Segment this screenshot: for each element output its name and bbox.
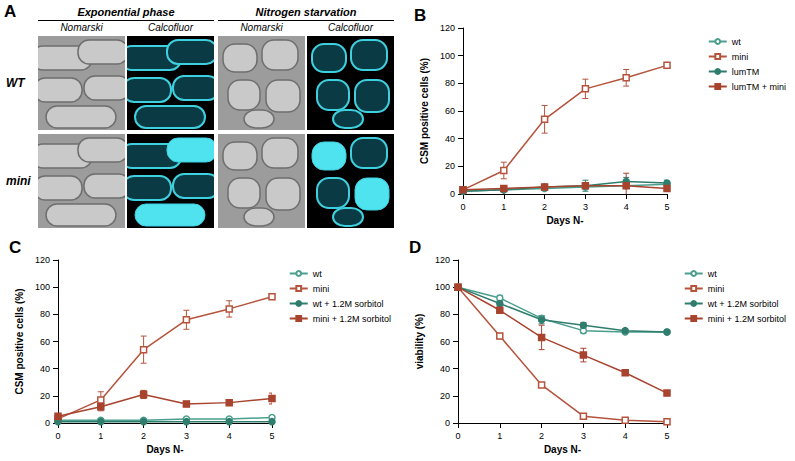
svg-text:C: C <box>9 238 21 257</box>
svg-text:3: 3 <box>581 431 586 441</box>
svg-text:4: 4 <box>623 431 628 441</box>
svg-text:Days N-: Days N- <box>546 215 583 226</box>
svg-text:mini: mini <box>313 284 330 294</box>
svg-text:0: 0 <box>450 189 455 199</box>
svg-text:20: 20 <box>40 391 50 401</box>
svg-text:60: 60 <box>445 106 455 116</box>
svg-text:4: 4 <box>624 202 629 212</box>
svg-text:5: 5 <box>269 431 274 441</box>
svg-text:20: 20 <box>445 161 455 171</box>
svg-text:40: 40 <box>445 134 455 144</box>
svg-text:0: 0 <box>55 431 60 441</box>
svg-text:D: D <box>409 238 421 257</box>
svg-text:wt: wt <box>731 37 741 47</box>
svg-text:CSM positive cells (%): CSM positive cells (%) <box>14 288 25 394</box>
svg-text:B: B <box>414 6 426 25</box>
svg-text:mini + 1.2M sorbitol: mini + 1.2M sorbitol <box>313 314 391 324</box>
svg-text:mini: mini <box>732 52 749 62</box>
svg-text:3: 3 <box>184 431 189 441</box>
svg-text:Days N-: Days N- <box>544 444 581 455</box>
svg-text:60: 60 <box>440 337 450 347</box>
svg-text:0: 0 <box>455 431 460 441</box>
svg-text:wt: wt <box>707 269 717 279</box>
svg-text:2: 2 <box>539 431 544 441</box>
html-text:Nomarski: Nomarski <box>240 22 283 33</box>
svg-text:1: 1 <box>497 431 502 441</box>
html-text:Nitrogen starvation: Nitrogen starvation <box>255 6 357 18</box>
svg-text:80: 80 <box>40 309 50 319</box>
svg-text:1: 1 <box>98 431 103 441</box>
svg-text:100: 100 <box>435 282 450 292</box>
svg-text:Days N-: Days N- <box>146 444 183 455</box>
svg-text:wt + 1.2M sorbitol: wt + 1.2M sorbitol <box>707 299 779 309</box>
svg-text:80: 80 <box>440 309 450 319</box>
html-text:Exponential phase: Exponential phase <box>77 6 175 18</box>
html-text:WT: WT <box>6 76 25 90</box>
svg-text:wt: wt <box>312 269 322 279</box>
svg-text:60: 60 <box>40 337 50 347</box>
svg-text:120: 120 <box>435 255 450 265</box>
svg-text:4: 4 <box>227 431 232 441</box>
svg-text:100: 100 <box>35 282 50 292</box>
svg-text:1: 1 <box>501 202 506 212</box>
svg-text:120: 120 <box>35 255 50 265</box>
svg-text:0: 0 <box>460 202 465 212</box>
svg-text:mini: mini <box>708 284 725 294</box>
svg-text:mini + 1.2M sorbitol: mini + 1.2M sorbitol <box>708 314 786 324</box>
svg-text:0: 0 <box>445 418 450 428</box>
html-text:Calcofluor: Calcofluor <box>148 22 193 33</box>
svg-text:wt + 1.2M sorbitol: wt + 1.2M sorbitol <box>312 299 384 309</box>
svg-text:3: 3 <box>583 202 588 212</box>
svg-text:120: 120 <box>440 23 455 33</box>
svg-text:0: 0 <box>45 418 50 428</box>
svg-text:2: 2 <box>141 431 146 441</box>
svg-text:2: 2 <box>542 202 547 212</box>
svg-text:40: 40 <box>440 364 450 374</box>
svg-text:80: 80 <box>445 78 455 88</box>
html-text:Calcofluor: Calcofluor <box>328 22 373 33</box>
html-text:A: A <box>4 2 17 21</box>
svg-text:CSM positive cells (%): CSM positive cells (%) <box>419 58 430 164</box>
svg-text:100: 100 <box>440 51 455 61</box>
svg-text:40: 40 <box>40 364 50 374</box>
svg-text:5: 5 <box>664 431 669 441</box>
html-text:mini: mini <box>6 174 31 188</box>
svg-text:viability (%): viability (%) <box>414 314 425 370</box>
svg-text:20: 20 <box>440 391 450 401</box>
svg-text:lumTM + mini: lumTM + mini <box>732 82 786 92</box>
svg-text:5: 5 <box>664 202 669 212</box>
html-text:Nomarski: Nomarski <box>60 22 103 33</box>
svg-text:lumTM: lumTM <box>732 67 760 77</box>
